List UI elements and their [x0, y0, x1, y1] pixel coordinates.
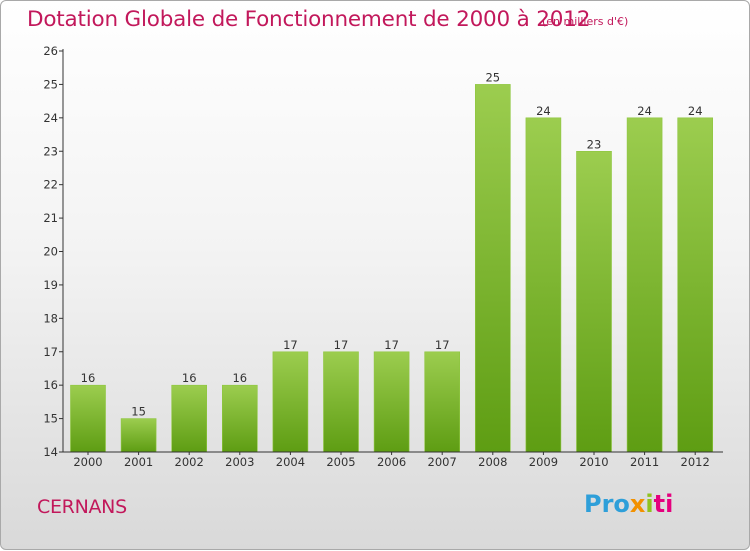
data-label: 17	[384, 338, 399, 352]
logo-part: ti	[653, 490, 674, 518]
bar-2007	[424, 351, 461, 453]
bar-2000	[70, 384, 106, 453]
y-tick-label: 14	[43, 445, 58, 459]
x-tick-label: 2006	[377, 455, 406, 469]
chart-title: Dotation Globale de Fonctionnement de 20…	[27, 7, 591, 32]
data-label: 24	[637, 104, 652, 118]
y-tick-label: 17	[43, 345, 58, 359]
data-label: 25	[485, 70, 500, 84]
y-tick-label: 20	[43, 245, 58, 259]
data-label: 23	[587, 137, 602, 151]
proxiti-logo[interactable]: Proxiti	[584, 490, 673, 518]
bar-2011	[626, 117, 663, 453]
bar-2002	[171, 384, 207, 453]
bar-2008	[474, 84, 511, 453]
data-label: 15	[131, 405, 146, 419]
bars-group: 16 15 16 16 17 17 17 17 25 24 23 24 24	[70, 70, 714, 453]
logo-part: Pro	[584, 490, 630, 518]
data-label: 24	[536, 104, 551, 118]
data-label: 17	[435, 338, 450, 352]
x-tick-label: 2002	[175, 455, 204, 469]
data-label: 16	[81, 371, 96, 385]
y-tick-label: 24	[43, 111, 58, 125]
y-tick-label: 18	[43, 311, 58, 325]
bar-2003	[222, 384, 258, 453]
data-label: 17	[283, 338, 298, 352]
y-tick-label: 16	[43, 378, 58, 392]
bar-2009	[525, 117, 562, 453]
data-label: 16	[182, 371, 197, 385]
y-tick-label: 26	[43, 44, 58, 58]
x-tick-label: 2007	[428, 455, 457, 469]
bar-2012	[677, 117, 714, 453]
logo-part: i	[645, 490, 654, 518]
x-tick-label: 2001	[124, 455, 153, 469]
x-tick-label: 2009	[529, 455, 558, 469]
y-tick-label: 23	[43, 144, 58, 158]
y-tick-label: 25	[43, 77, 58, 91]
data-label: 16	[232, 371, 247, 385]
x-tick-label: 2010	[579, 455, 608, 469]
y-tick-label: 19	[43, 278, 58, 292]
bar-2001	[120, 418, 157, 453]
logo-part: x	[629, 490, 646, 518]
bar-2006	[373, 351, 410, 453]
bar-2004	[272, 351, 309, 453]
axes-group: 2000 2001 2002 2003 2004 2005 2006 2007 2008 2009…	[43, 44, 723, 469]
data-label: 17	[334, 338, 349, 352]
x-tick-label: 2004	[276, 455, 305, 469]
y-tick-label: 21	[43, 211, 58, 225]
x-tick-label: 2011	[630, 455, 659, 469]
x-tick-label: 2012	[681, 455, 710, 469]
bar-2010	[576, 151, 612, 453]
x-tick-label: 2005	[326, 455, 355, 469]
chart-unit: (en milliers d'€)	[542, 15, 629, 28]
commune-name: CERNANS	[37, 496, 127, 518]
x-tick-label: 2003	[225, 455, 254, 469]
x-tick-label: 2000	[73, 455, 102, 469]
y-tick-label: 15	[43, 412, 58, 426]
y-tick-label: 22	[43, 178, 58, 192]
x-tick-label: 2008	[478, 455, 507, 469]
bar-2005	[323, 351, 359, 453]
data-label: 24	[688, 104, 703, 118]
